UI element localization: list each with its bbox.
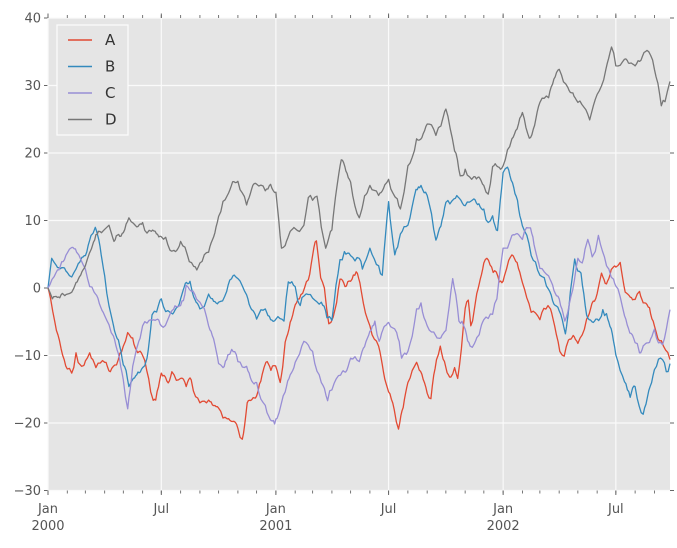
y-tick-label--30: −30: [14, 484, 41, 499]
series-D-line: [47, 46, 671, 300]
legend-item-C: C: [68, 84, 115, 102]
series-A-line: [47, 240, 671, 440]
legend-label-C: C: [105, 84, 115, 102]
y-tick-label--20: −20: [14, 417, 41, 432]
legend-label-A: A: [105, 31, 116, 49]
legend-item-A: A: [68, 31, 116, 49]
x-tick-label: Jul: [152, 502, 169, 517]
x-tick-label: Jan: [265, 502, 286, 517]
legend-item-D: D: [68, 111, 117, 129]
x-tick-label: Jul: [380, 502, 397, 517]
x-tick-label: Jan: [37, 502, 58, 517]
plot-area: [48, 18, 670, 491]
y-tick-label-20: 20: [24, 147, 41, 162]
y-tick-label-0: 0: [33, 282, 41, 297]
legend-label-D: D: [105, 111, 117, 129]
y-tick-label-40: 40: [24, 12, 41, 27]
y-tick-label--10: −10: [14, 349, 41, 364]
x-tick-label: Jan: [492, 502, 513, 517]
legend-label-B: B: [105, 58, 115, 76]
legend-item-B: B: [68, 58, 115, 76]
y-tick-label-10: 10: [24, 214, 41, 229]
x-tick-year-label: 2001: [259, 519, 292, 534]
x-tick-label: Jul: [607, 502, 624, 517]
x-tick-year-label: 2000: [31, 519, 64, 534]
y-tick-label-30: 30: [24, 79, 41, 94]
x-tick-year-label: 2002: [487, 519, 520, 534]
legend-box: [56, 24, 129, 136]
series-C-line: [47, 227, 671, 425]
